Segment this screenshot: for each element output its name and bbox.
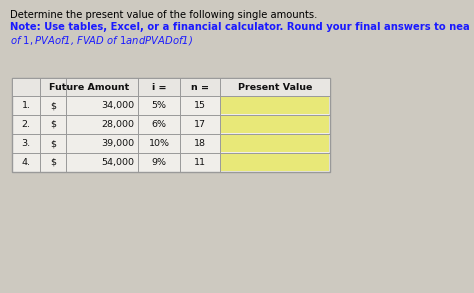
Text: 54,000: 54,000 <box>101 158 134 167</box>
Text: 5%: 5% <box>152 101 166 110</box>
Text: 28,000: 28,000 <box>101 120 134 129</box>
Text: 6%: 6% <box>152 120 166 129</box>
Text: Present Value: Present Value <box>238 83 312 91</box>
Text: 18: 18 <box>194 139 206 148</box>
Text: 15: 15 <box>194 101 206 110</box>
Text: 17: 17 <box>194 120 206 129</box>
Text: 34,000: 34,000 <box>101 101 134 110</box>
Text: Note: Use tables, Excel, or a financial calculator. Round your final answers to : Note: Use tables, Excel, or a financial … <box>10 22 470 32</box>
Text: 9%: 9% <box>152 158 166 167</box>
Text: of $1, PVA of $1, FVAD of $1 and PVAD of $1): of $1, PVA of $1, FVAD of $1 and PVAD of… <box>10 34 193 47</box>
Text: 1.: 1. <box>21 101 30 110</box>
Text: 4.: 4. <box>21 158 30 167</box>
Bar <box>221 135 329 152</box>
Text: 2.: 2. <box>21 120 30 129</box>
Text: $: $ <box>50 120 56 129</box>
Text: n =: n = <box>191 83 209 91</box>
Bar <box>221 116 329 133</box>
Text: 10%: 10% <box>148 139 170 148</box>
Text: i =: i = <box>152 83 166 91</box>
Text: Future Amount: Future Amount <box>49 83 129 91</box>
Text: $: $ <box>50 139 56 148</box>
Text: 39,000: 39,000 <box>101 139 134 148</box>
Text: $: $ <box>50 158 56 167</box>
Bar <box>221 154 329 171</box>
Text: Determine the present value of the following single amounts.: Determine the present value of the follo… <box>10 10 318 20</box>
Bar <box>12 78 330 96</box>
Text: 3.: 3. <box>21 139 30 148</box>
Bar <box>221 97 329 114</box>
Text: $: $ <box>50 101 56 110</box>
Bar <box>12 78 330 172</box>
Text: 11: 11 <box>194 158 206 167</box>
